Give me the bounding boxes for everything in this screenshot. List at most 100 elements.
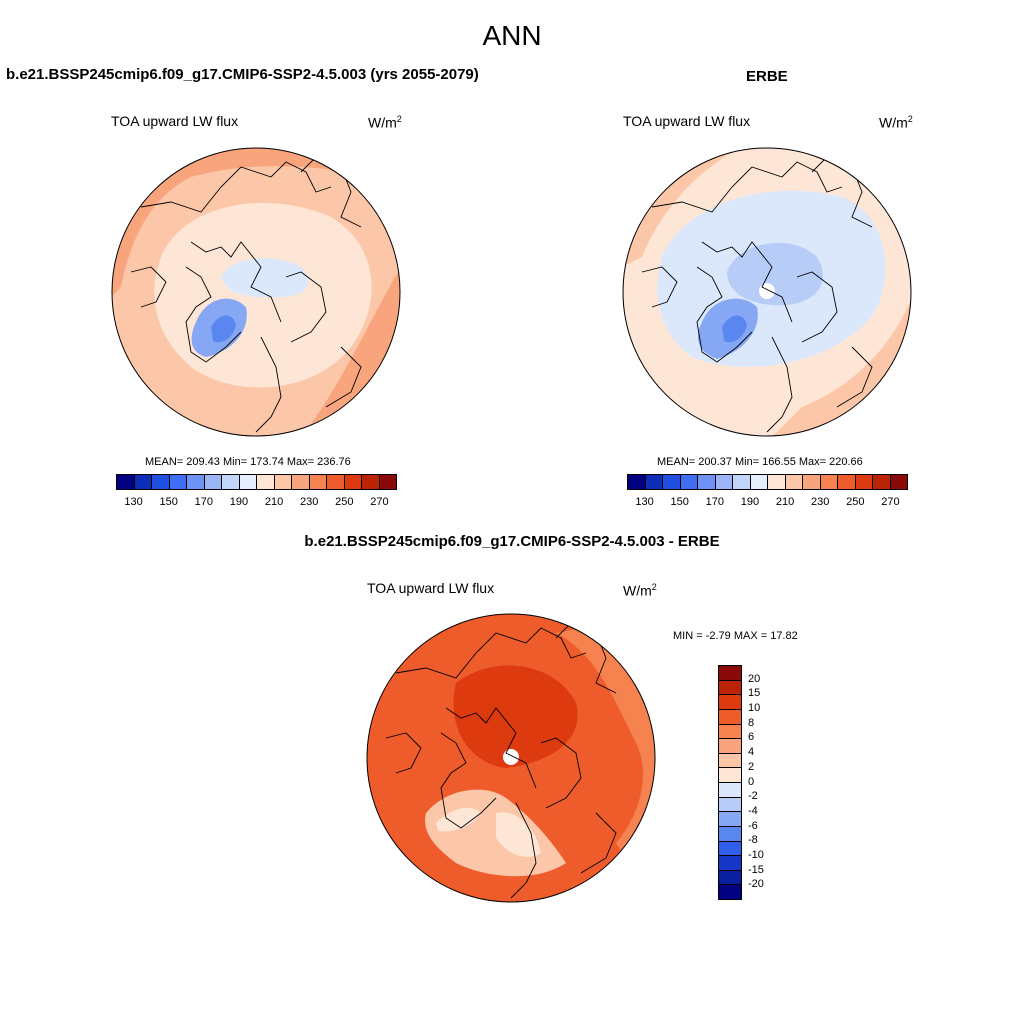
colorbar-swatch (719, 783, 741, 798)
colorbar-swatch (362, 475, 380, 489)
colorbar-tick-label: -15 (748, 863, 764, 876)
colorbar-tick-label: 270 (370, 496, 389, 508)
colorbar-swatch (719, 724, 741, 740)
model-units-label: W/m2 (368, 114, 402, 131)
colorbar-swatch (838, 475, 856, 489)
colorbar-swatch (309, 475, 327, 489)
colorbar-tick-label: 15 (748, 687, 761, 700)
colorbar-tick-label: -6 (748, 819, 758, 832)
map-pole-hole (759, 283, 775, 299)
obs-colorbar-ticks: 130 150 170 190 210 230 250 270 (627, 496, 908, 510)
colorbar-swatch (222, 475, 240, 489)
model-polar-map (111, 147, 401, 437)
obs-variable-label: TOA upward LW flux (623, 113, 751, 129)
colorbar-tick-label: 210 (775, 496, 795, 508)
colorbar-tick-label: 8 (748, 716, 755, 729)
colorbar-swatch (645, 475, 663, 489)
map-field-outer (556, 614, 655, 902)
colorbar-swatch (719, 680, 741, 696)
map-field-greenland-core (211, 315, 236, 343)
obs-panel-header: ERBE (746, 68, 788, 85)
colorbar-tick-label: 0 (748, 775, 755, 788)
colorbar-tick-label: 170 (705, 496, 724, 508)
colorbar-swatch (719, 768, 741, 783)
obs-stats: MEAN= 200.37 Min= 166.55 Max= 220.66 (657, 456, 863, 468)
diff-units-label: W/m2 (623, 582, 657, 599)
colorbar-swatch (680, 475, 698, 489)
colorbar-tick-label: -8 (748, 834, 758, 847)
diff-colorbar (718, 665, 742, 900)
colorbar-swatch (719, 739, 741, 754)
map-field-greenland-core (722, 315, 747, 343)
colorbar-tick-label: 20 (748, 672, 761, 685)
colorbar-swatch (733, 475, 751, 489)
colorbar-tick-label: 230 (300, 496, 319, 508)
colorbar-tick-label: 130 (124, 496, 143, 508)
colorbar-swatch (257, 475, 275, 489)
colorbar-tick-label: 170 (194, 496, 213, 508)
colorbar-tick-label: 2 (748, 760, 755, 773)
colorbar-tick-label: 210 (264, 496, 284, 508)
colorbar-tick-label: 130 (635, 496, 654, 508)
colorbar-swatch (719, 666, 741, 681)
colorbar-swatch (292, 475, 310, 489)
colorbar-swatch (803, 475, 821, 489)
model-colorbar-ticks: 130 150 170 190 210 230 250 270 (116, 496, 397, 510)
colorbar-swatch (134, 475, 152, 489)
colorbar-tick-label: 190 (740, 496, 760, 508)
colorbar-tick-label: 150 (159, 496, 178, 508)
colorbar-swatch (719, 812, 741, 827)
model-variable-label: TOA upward LW flux (111, 113, 239, 129)
colorbar-tick-label: -2 (748, 790, 758, 803)
colorbar-swatch (274, 475, 292, 489)
diff-colorbar-ticks: 20 15 10 8 6 4 2 0 -2 -4 -6 -8 -10 -15 -20 (748, 665, 788, 900)
colorbar-swatch (719, 870, 741, 886)
colorbar-swatch (663, 475, 681, 489)
colorbar-swatch (719, 885, 741, 899)
colorbar-tick-label: 6 (748, 731, 755, 744)
colorbar-swatch (719, 841, 741, 857)
colorbar-swatch (169, 475, 187, 489)
colorbar-tick-label: -10 (748, 848, 764, 861)
colorbar-tick-label: 4 (748, 746, 755, 759)
diff-polar-map (366, 613, 656, 903)
colorbar-swatch (719, 797, 741, 813)
diff-panel-header: b.e21.BSSP245cmip6.f09_g17.CMIP6-SSP2-4.… (304, 533, 720, 550)
colorbar-swatch (344, 475, 362, 489)
colorbar-tick-label: -20 (748, 878, 764, 891)
colorbar-swatch (719, 709, 741, 725)
colorbar-tick-label: 250 (335, 496, 354, 508)
map-field-greenland-core-west (436, 807, 481, 832)
colorbar-swatch (820, 475, 838, 489)
colorbar-swatch (890, 475, 907, 489)
colorbar-swatch (768, 475, 786, 489)
colorbar-swatch (719, 856, 741, 871)
page-title: ANN (482, 20, 542, 51)
colorbar-tick-label: 250 (846, 496, 865, 508)
obs-colorbar (627, 474, 908, 490)
colorbar-swatch (785, 475, 803, 489)
diff-stats: MIN = -2.79 MAX = 17.82 (673, 630, 798, 642)
map-pole-hole (503, 749, 519, 765)
colorbar-swatch (152, 475, 170, 489)
colorbar-swatch (187, 475, 205, 489)
colorbar-swatch (719, 826, 741, 842)
model-stats: MEAN= 209.43 Min= 173.74 Max= 236.76 (145, 456, 351, 468)
colorbar-swatch (379, 475, 396, 489)
colorbar-swatch (855, 475, 873, 489)
colorbar-swatch (628, 475, 646, 489)
colorbar-swatch (698, 475, 716, 489)
colorbar-tick-label: 10 (748, 702, 761, 715)
colorbar-tick-label: 270 (881, 496, 900, 508)
map-field-arctic (221, 258, 309, 298)
colorbar-swatch (719, 753, 741, 769)
colorbar-swatch (719, 695, 741, 710)
map-field-inner (453, 665, 578, 768)
colorbar-tick-label: 230 (811, 496, 830, 508)
colorbar-swatch (715, 475, 733, 489)
colorbar-swatch (239, 475, 257, 489)
colorbar-swatch (327, 475, 345, 489)
colorbar-tick-label: -4 (748, 804, 758, 817)
colorbar-tick-label: 150 (670, 496, 689, 508)
colorbar-swatch (204, 475, 222, 489)
